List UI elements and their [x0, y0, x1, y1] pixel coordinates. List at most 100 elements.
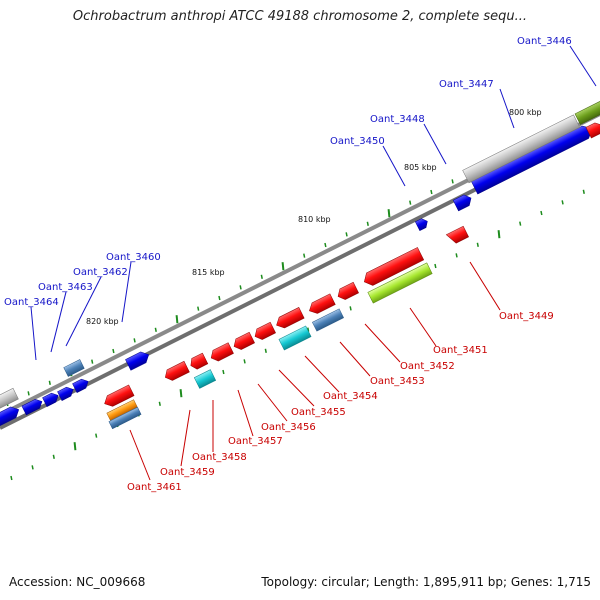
scale-tick-lower-26 [561, 200, 564, 205]
gene-arrow-red-3458a[interactable] [208, 342, 234, 364]
scale-tick-lower-27 [582, 189, 585, 194]
scale-label-805: 805 kbp [404, 163, 437, 172]
gene-label-oant-3451[interactable]: Oant_3451 [433, 345, 488, 356]
scale-tick-upper-17 [366, 221, 369, 226]
scale-tick-upper-19 [409, 200, 412, 205]
scale-tick-lower-8 [179, 389, 183, 398]
gene-arrow-steel[interactable] [108, 406, 142, 430]
gene-arrow-oant-3457[interactable] [231, 331, 255, 352]
scale-tick-upper-21 [451, 179, 454, 184]
scale-tick-upper-16 [345, 232, 348, 237]
gene-arrow-red-3459a[interactable] [188, 352, 209, 371]
scale-tick-upper-8 [175, 315, 179, 324]
gene-arrow-oant-3453[interactable] [335, 281, 359, 302]
scale-tick-upper-6 [133, 338, 136, 343]
scale-tick-lower-20 [434, 263, 437, 269]
gene-arrow-steel-gray[interactable] [312, 308, 344, 332]
gene-label-oant-3447[interactable]: Oant_3447 [439, 79, 494, 90]
gene-arrow-oant-3452[interactable] [361, 247, 425, 288]
scale-tick-upper-12 [260, 274, 263, 279]
scale-tick-upper-15 [324, 242, 327, 248]
scale-tick-upper-11 [239, 285, 242, 290]
scale-tick-lower-1 [31, 465, 34, 470]
gene-arrow-oant-3462[interactable] [63, 359, 85, 377]
scale-label-820: 820 kbp [86, 317, 119, 326]
gene-arrow-oant-3460[interactable] [125, 349, 151, 371]
gene-label-oant-3464[interactable]: Oant_3464 [4, 297, 59, 308]
gene-arrow-blue-small[interactable] [42, 391, 61, 407]
gene-arrow-red-edge[interactable] [585, 120, 600, 139]
scale-tick-lower-23 [497, 230, 501, 239]
scale-tick-upper-13 [281, 262, 285, 271]
scale-tick-lower-0 [10, 475, 13, 481]
gene-label-oant-3453[interactable]: Oant_3453 [370, 376, 425, 387]
scale-tick-lower-7 [158, 401, 161, 406]
gene-label-oant-3448[interactable]: Oant_3448 [370, 114, 425, 125]
scale-label-815: 815 kbp [192, 268, 225, 277]
scale-tick-upper-14 [303, 253, 306, 258]
gene-label-oant-3457[interactable]: Oant_3457 [228, 436, 283, 447]
scale-tick-lower-11 [243, 359, 246, 364]
gene-arrow-blue-left[interactable] [21, 397, 44, 416]
accession-text: Accession: NC_009668 [9, 575, 146, 589]
gene-arrow-oant-3448[interactable] [452, 193, 474, 212]
gene-arrow-olive-edge[interactable] [574, 99, 600, 125]
scale-tick-lower-2 [52, 454, 55, 459]
page-title: Ochrobactrum anthropi ATCC 49188 chromos… [72, 9, 528, 24]
gene-label-oant-3446[interactable]: Oant_3446 [517, 36, 572, 47]
gene-label-oant-3460[interactable]: Oant_3460 [106, 252, 161, 263]
gene-arrow-oant-3454[interactable] [307, 293, 336, 316]
gene-label-oant-3458[interactable]: Oant_3458 [192, 452, 247, 463]
scale-tick-upper-10 [218, 295, 221, 301]
gene-arrow-oant-3455[interactable] [274, 307, 305, 330]
gene-label-oant-3454[interactable]: Oant_3454 [323, 391, 378, 402]
gene-arrow-oant-3456[interactable] [278, 325, 312, 351]
scale-tick-lower-24 [519, 221, 522, 226]
scale-tick-lower-10 [222, 369, 225, 375]
gene-arrow-oant-3461[interactable] [102, 384, 135, 409]
scale-tick-upper-18 [387, 209, 391, 218]
gene-label-oant-3463[interactable]: Oant_3463 [38, 282, 93, 293]
scale-label-800: 800 kbp [509, 108, 542, 117]
scale-tick-lower-12 [264, 348, 267, 353]
scale-tick-lower-4 [95, 433, 98, 438]
scale-tick-upper-1 [27, 391, 30, 396]
gene-arrow-oant-3464[interactable] [57, 385, 76, 401]
gene-label-oant-3461[interactable]: Oant_3461 [127, 482, 182, 493]
gene-label-oant-3459[interactable]: Oant_3459 [160, 467, 215, 478]
summary-text: Topology: circular; Length: 1,895,911 bp… [261, 575, 591, 589]
gene-arrow-oant-3459[interactable] [163, 360, 190, 382]
scale-tick-upper-9 [197, 306, 200, 311]
gene-arrow-oant-3447[interactable] [462, 114, 581, 184]
scale-tick-lower-25 [540, 210, 543, 216]
gene-arrow-gray-edge[interactable] [0, 387, 19, 411]
scale-tick-lower-16 [349, 306, 352, 311]
gene-label-oant-3462[interactable]: Oant_3462 [73, 267, 128, 278]
gene-arrow-oant-3451[interactable] [367, 262, 433, 304]
scale-tick-upper-4 [91, 359, 94, 364]
gene-arrow-orange[interactable] [106, 399, 138, 421]
gene-label-oant-3456[interactable]: Oant_3456 [261, 422, 316, 433]
gene-label-oant-3452[interactable]: Oant_3452 [400, 361, 455, 372]
gene-arrow-blue-edge[interactable] [0, 404, 21, 427]
scale-label-810: 810 kbp [298, 215, 331, 224]
scale-tick-lower-3 [73, 442, 77, 451]
gene-arrow-oant-3450[interactable] [414, 217, 429, 232]
top-leader-lines [30, 45, 597, 361]
bottom-leader-lines [129, 261, 501, 481]
scale-tick-upper-2 [48, 380, 51, 385]
gene-label-oant-3455[interactable]: Oant_3455 [291, 407, 346, 418]
gene-arrow-oant-3458[interactable] [193, 369, 217, 389]
gene-arrow-oant-3463[interactable] [72, 377, 91, 393]
scale-tick-lower-22 [476, 242, 479, 247]
scale-tick-upper-5 [112, 348, 115, 354]
gene-label-oant-3450[interactable]: Oant_3450 [330, 136, 385, 147]
gene-arrow-oant-3449[interactable] [445, 225, 469, 245]
scale-tick-lower-21 [455, 253, 458, 258]
gene-label-oant-3449[interactable]: Oant_3449 [499, 311, 554, 322]
scale-tick-upper-7 [154, 327, 157, 332]
gene-arrow-red-3457a[interactable] [252, 321, 276, 342]
scale-ticks-upper [6, 103, 600, 407]
